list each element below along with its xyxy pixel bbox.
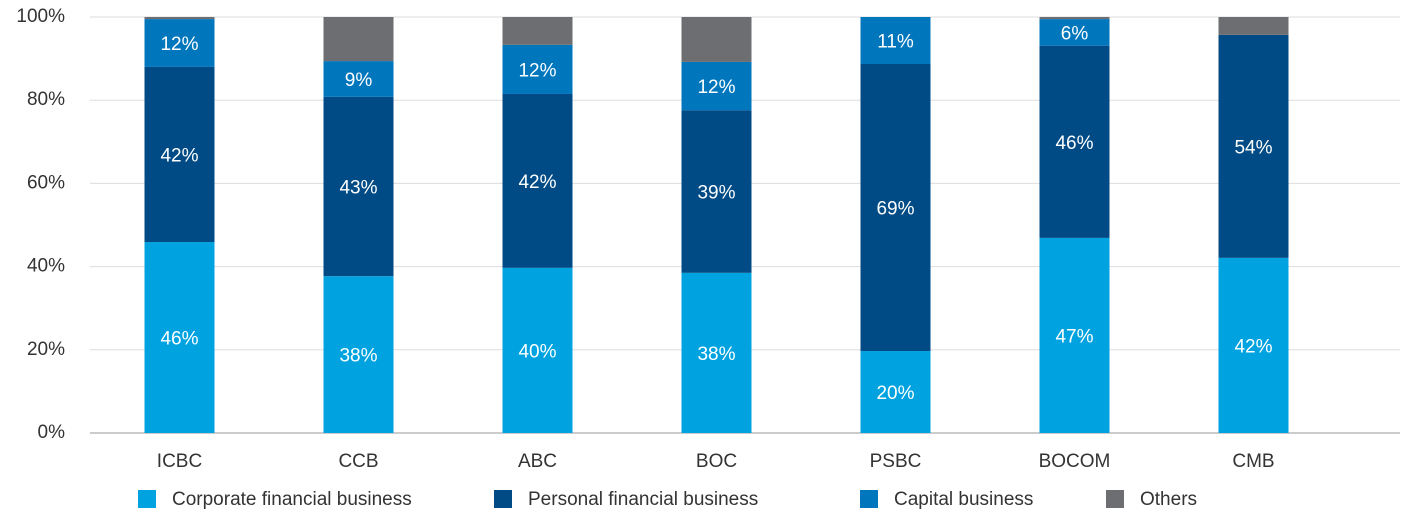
bar-segment xyxy=(860,17,931,65)
bar-segment xyxy=(1218,257,1289,433)
bar-segment xyxy=(860,351,931,433)
bar-segment xyxy=(502,44,573,94)
x-tick-label: BOC xyxy=(696,451,737,472)
data-label: 20% xyxy=(876,383,914,404)
data-label: 38% xyxy=(339,346,377,367)
bar-segment xyxy=(323,61,394,97)
bar-segment xyxy=(1039,237,1110,433)
data-label: 42% xyxy=(518,172,556,193)
x-tick-label: CMB xyxy=(1232,451,1274,472)
x-tick-label: ABC xyxy=(518,451,557,472)
bar-segment xyxy=(1218,34,1289,258)
data-label: 54% xyxy=(1234,137,1272,158)
x-tick-label: ICBC xyxy=(157,451,202,472)
data-label: 6% xyxy=(1061,23,1089,44)
data-label: 40% xyxy=(518,341,556,362)
bar-segment xyxy=(1218,17,1289,35)
data-label: 12% xyxy=(160,34,198,55)
bar-segment xyxy=(144,19,215,67)
y-tick-label: 40% xyxy=(27,256,65,277)
data-label: 9% xyxy=(345,70,373,91)
data-label: 43% xyxy=(339,178,377,199)
bar-segment xyxy=(1039,17,1110,20)
legend-swatch xyxy=(860,490,878,508)
legend-label: Personal financial business xyxy=(528,489,758,510)
bar-segment xyxy=(502,17,573,45)
bar-segment xyxy=(1039,19,1110,46)
x-tick-label: BOCOM xyxy=(1039,451,1111,472)
legend-label: Corporate financial business xyxy=(172,489,412,510)
y-tick-label: 80% xyxy=(27,89,65,110)
data-label: 46% xyxy=(1055,133,1093,154)
bar-segment xyxy=(144,17,215,20)
data-label: 47% xyxy=(1055,326,1093,347)
bar-segment xyxy=(681,17,752,62)
data-label: 46% xyxy=(160,329,198,350)
legend-label: Others xyxy=(1140,489,1197,510)
legend-swatch xyxy=(494,490,512,508)
bar-segment xyxy=(1039,45,1110,238)
bar-segment xyxy=(323,276,394,433)
data-label: 39% xyxy=(697,183,735,204)
bar-segment xyxy=(681,110,752,273)
y-tick-label: 20% xyxy=(27,339,65,360)
data-label: 42% xyxy=(160,146,198,167)
data-label: 11% xyxy=(877,32,914,53)
bar-segment xyxy=(323,17,394,62)
data-label: 38% xyxy=(697,344,735,365)
bar-segment xyxy=(144,66,215,243)
bar-segment xyxy=(860,64,931,352)
y-tick-label: 100% xyxy=(16,6,65,27)
legend-label: Capital business xyxy=(894,489,1033,510)
legend-swatch xyxy=(1106,490,1124,508)
bar-segment xyxy=(681,272,752,433)
data-label: 12% xyxy=(518,60,556,81)
y-tick-label: 60% xyxy=(27,172,65,193)
legend-swatch xyxy=(138,490,156,508)
y-tick-label: 0% xyxy=(38,422,66,443)
x-tick-label: PSBC xyxy=(870,451,922,472)
bar-segment xyxy=(323,96,394,277)
x-tick-label: CCB xyxy=(338,451,378,472)
bar-segment xyxy=(502,267,573,433)
data-label: 42% xyxy=(1234,336,1272,357)
data-label: 69% xyxy=(876,199,914,220)
data-label: 12% xyxy=(697,77,735,98)
bar-segment xyxy=(144,242,215,433)
bar-segment xyxy=(502,93,573,268)
bar-segment xyxy=(681,61,752,111)
